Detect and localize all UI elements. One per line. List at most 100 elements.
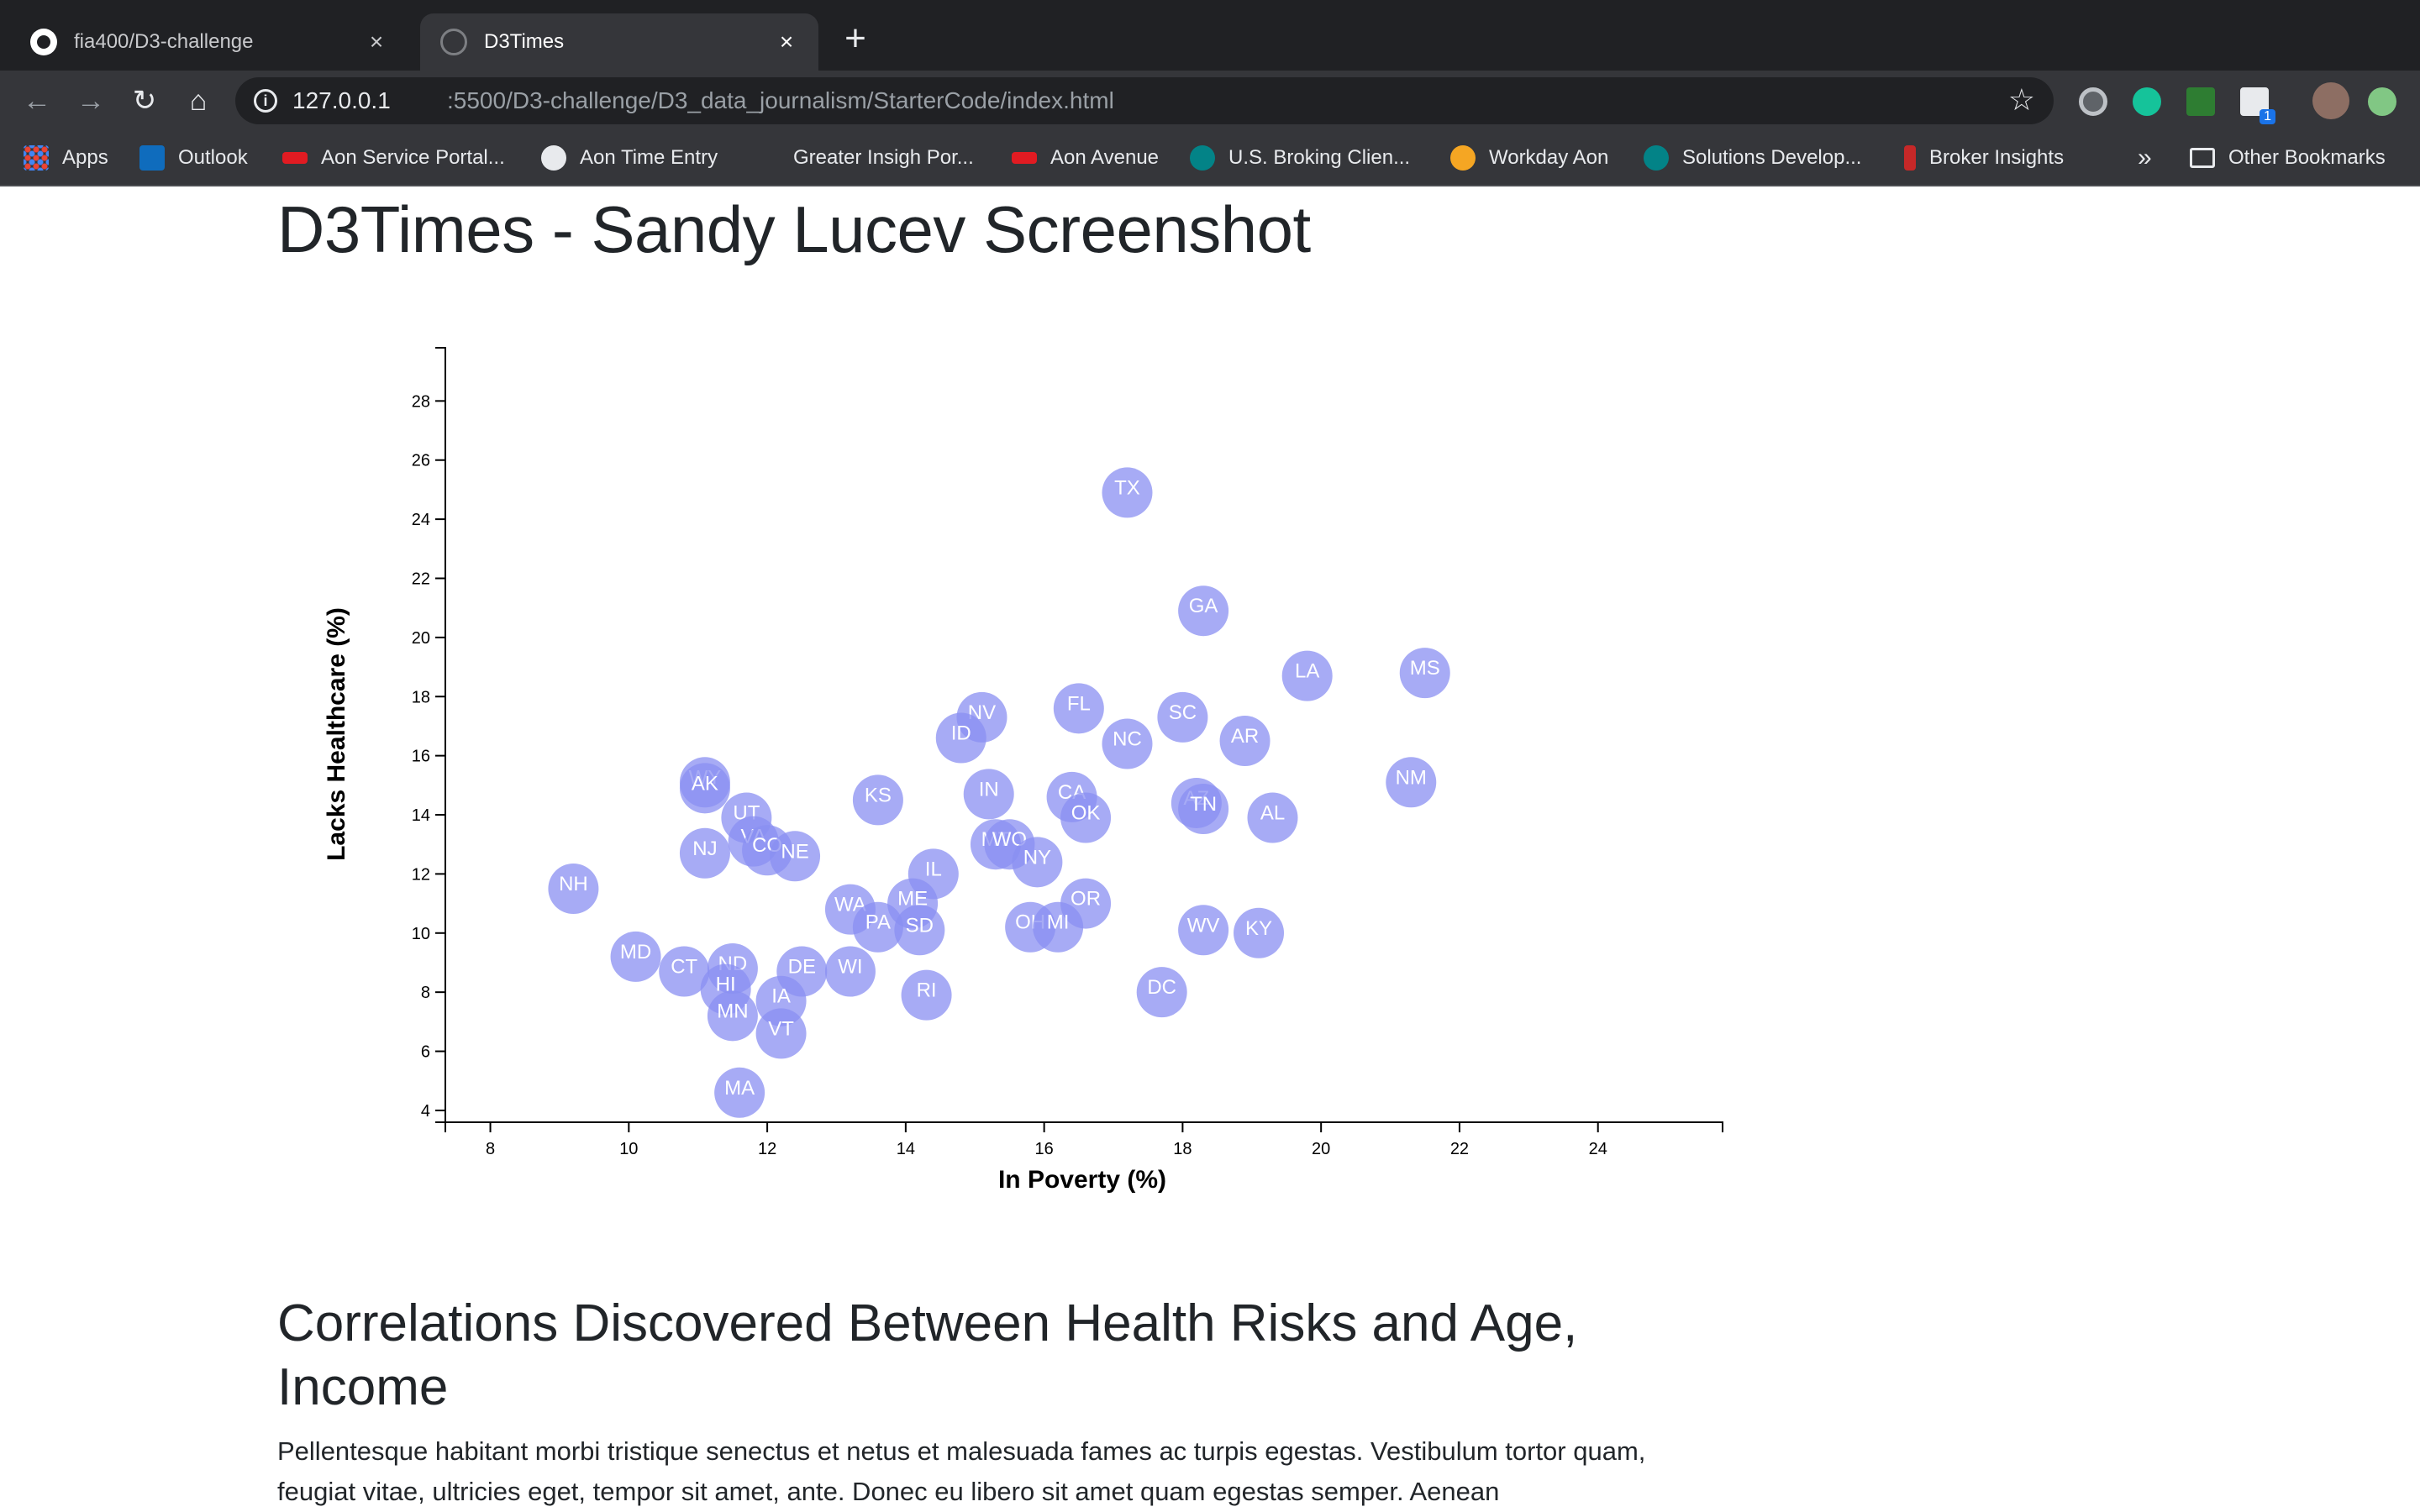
- state-label: AR: [1231, 725, 1259, 748]
- state-label: MA: [724, 1077, 755, 1100]
- state-point: [1386, 757, 1437, 808]
- state-label: MN: [717, 1000, 748, 1022]
- state-point: [770, 831, 821, 882]
- url-host: 127.0.0.1: [292, 87, 391, 113]
- update-icon[interactable]: [2368, 87, 2396, 116]
- bookmark-aon-avenue[interactable]: Aon Avenue: [1012, 131, 1159, 185]
- bookmark-label: Solutions Develop...: [1682, 146, 1862, 169]
- back-button[interactable]: ←: [23, 85, 51, 117]
- x-tick-label: 24: [1589, 1140, 1607, 1158]
- state-point: [1060, 792, 1112, 843]
- y-tick-label: 28: [412, 392, 430, 411]
- x-axis-label: In Poverty (%): [998, 1166, 1166, 1194]
- grammarly-icon[interactable]: [2133, 87, 2161, 116]
- state-point: [714, 1067, 765, 1118]
- state-label: NE: [781, 840, 808, 863]
- url-path: :5500/D3-challenge/D3_data_journalism/St…: [447, 87, 1114, 113]
- bookmark-label: Apps: [62, 146, 108, 169]
- y-tick-label: 12: [412, 865, 430, 884]
- bookmark-label: Broker Insights: [1929, 146, 2065, 169]
- state-point: [1102, 467, 1153, 518]
- bookmark-workday[interactable]: Workday Aon: [1450, 131, 1608, 185]
- state-point: [901, 969, 952, 1021]
- page-title: D3Times - Sandy Lucev Screenshot: [277, 192, 1311, 266]
- state-label: TN: [1190, 793, 1217, 816]
- bookmark-apps[interactable]: Apps: [24, 131, 108, 185]
- x-tick-label: 18: [1173, 1140, 1192, 1158]
- x-tick-label: 22: [1450, 1140, 1469, 1158]
- tab-title: D3Times: [484, 30, 565, 53]
- tab-github-repo[interactable]: fia400/D3-challenge ×: [10, 13, 408, 71]
- scatter-chart: 4 6 8 10 12 14 16 18 20 22 24 26 28 8 10 12 14 16 18 20 22 2…: [323, 347, 1723, 1194]
- state-point: [610, 931, 661, 982]
- state-label: FL: [1067, 692, 1091, 715]
- bookmark-broker-insights[interactable]: Broker Insights: [1904, 131, 2064, 185]
- print-icon[interactable]: [2186, 87, 2215, 116]
- bookmark-other-folder[interactable]: Other Bookmarks: [2190, 131, 2386, 185]
- state-label: IA: [771, 985, 791, 1008]
- state-point: [1178, 585, 1229, 637]
- globe-icon: [440, 29, 467, 55]
- state-label: NH: [559, 873, 588, 895]
- bookmark-label: Other Bookmarks: [2228, 146, 2386, 169]
- bookmark-aon-time-entry[interactable]: Aon Time Entry: [541, 131, 718, 185]
- state-point: [1247, 792, 1298, 843]
- state-label: MS: [1410, 657, 1440, 680]
- bookmark-solutions[interactable]: Solutions Develop...: [1644, 131, 1861, 185]
- state-point: [852, 901, 903, 953]
- y-tick-label: 14: [412, 806, 430, 825]
- state-label: WI: [838, 956, 862, 979]
- state-point: [1136, 967, 1187, 1018]
- apps-grid-icon: [24, 145, 49, 171]
- state-point: [852, 774, 903, 826]
- bookmark-star-icon[interactable]: ☆: [2007, 82, 2035, 117]
- github-icon: [30, 29, 57, 55]
- bookmark-us-broking[interactable]: U.S. Broking Clien...: [1190, 131, 1410, 185]
- x-tick-label: 20: [1312, 1140, 1330, 1158]
- state-label: DC: [1147, 976, 1176, 999]
- state-label: WV: [1187, 914, 1220, 937]
- state-point: [1281, 650, 1333, 701]
- bookmark-greater-insight[interactable]: Greater Insigh Por...: [755, 131, 974, 185]
- x-tick-label: 10: [619, 1140, 638, 1158]
- state-label: KS: [865, 784, 892, 806]
- new-tab-button[interactable]: +: [844, 18, 866, 59]
- page-content: D3Times - Sandy Lucev Screenshot 4 6 8 10 12…: [0, 186, 2420, 1512]
- state-label: NJ: [692, 837, 717, 860]
- info-icon[interactable]: i: [254, 89, 277, 113]
- bookmark-label: Aon Time Entry: [580, 146, 718, 169]
- bookmark-label: U.S. Broking Clien...: [1228, 146, 1411, 169]
- outlook-icon: [139, 145, 165, 171]
- forward-button[interactable]: →: [76, 85, 105, 117]
- state-point: [755, 1008, 807, 1059]
- state-point: [1234, 907, 1285, 958]
- folder-icon: [2190, 148, 2215, 168]
- y-tick-label: 18: [412, 688, 430, 706]
- address-bar[interactable]: i 127.0.0.1 :5500/D3-challenge/D3_data_j…: [235, 77, 2054, 124]
- state-point: [824, 946, 876, 997]
- y-axis-label: Lacks Healthcare (%): [323, 607, 350, 861]
- insights-icon: [1904, 145, 1916, 171]
- tab-d3times[interactable]: D3Times ×: [420, 13, 818, 71]
- state-point: [1033, 901, 1084, 953]
- bookmark-aon-service-portal[interactable]: Aon Service Portal...: [282, 131, 505, 185]
- state-point: [1157, 691, 1208, 743]
- reload-button[interactable]: ↻: [132, 85, 157, 117]
- y-tick-label: 8: [421, 984, 430, 1002]
- state-point: [894, 905, 945, 956]
- sharepoint-icon: [1190, 145, 1215, 171]
- y-tick-label: 24: [412, 511, 430, 529]
- bookmark-outlook[interactable]: Outlook: [139, 131, 248, 185]
- state-point: [1178, 783, 1229, 834]
- bookmark-label: Aon Avenue: [1050, 146, 1160, 169]
- state-point: [659, 946, 710, 997]
- home-button[interactable]: ⌂: [189, 85, 208, 117]
- close-tab-icon[interactable]: ×: [779, 29, 794, 55]
- profile-avatar[interactable]: [2312, 82, 2349, 119]
- bookmarks-overflow-button[interactable]: »: [2138, 131, 2152, 185]
- close-tab-icon[interactable]: ×: [369, 29, 384, 55]
- y-tick-label: 6: [421, 1043, 430, 1062]
- extension-record-icon[interactable]: [2079, 87, 2107, 116]
- extension-badge-icon[interactable]: 1: [2240, 87, 2275, 124]
- blank-page-icon: [755, 145, 780, 171]
